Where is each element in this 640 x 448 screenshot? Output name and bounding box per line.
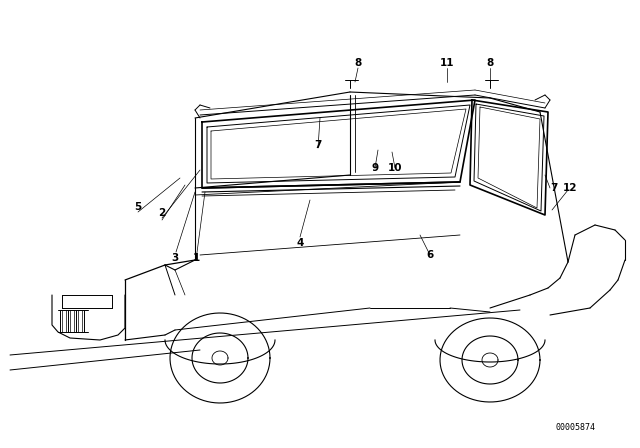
Text: 00005874: 00005874 <box>555 423 595 432</box>
Text: 10: 10 <box>388 163 403 173</box>
Text: 3: 3 <box>172 253 179 263</box>
Text: 2: 2 <box>158 208 166 218</box>
Text: 12: 12 <box>563 183 577 193</box>
Text: 8: 8 <box>486 58 493 68</box>
Text: 11: 11 <box>440 58 454 68</box>
Text: 6: 6 <box>426 250 434 260</box>
Text: 7: 7 <box>550 183 557 193</box>
Text: 7: 7 <box>314 140 322 150</box>
Text: 9: 9 <box>371 163 379 173</box>
Text: 1: 1 <box>193 253 200 263</box>
Text: 4: 4 <box>296 238 304 248</box>
Text: 5: 5 <box>134 202 141 212</box>
Text: 8: 8 <box>355 58 362 68</box>
